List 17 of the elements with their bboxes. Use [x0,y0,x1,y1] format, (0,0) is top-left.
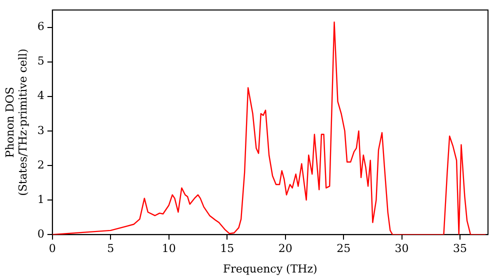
y-axis-title: Phonon DOS (States/THz·primitive cell) [3,48,30,196]
x-tick-label: 20 [278,242,292,256]
y-tick-label: 4 [37,89,44,102]
y-tick-label: 0 [37,227,44,240]
y-tick-label: 3 [37,124,44,137]
y-tick-label: 6 [37,20,44,34]
x-tick-label: 10 [162,242,176,256]
y-tick-label: 2 [37,158,44,172]
x-tick-label: 35 [453,242,468,256]
y-tick-label: 5 [37,54,44,68]
x-axis-title: Frequency (THz) [223,262,318,276]
y-tick-label: 1 [37,192,44,206]
x-tick-label: 15 [220,242,234,256]
x-tick-label: 30 [394,242,409,256]
x-tick-label: 25 [336,242,351,256]
x-tick-label: 0 [48,242,56,256]
x-tick-label: 5 [107,242,114,256]
